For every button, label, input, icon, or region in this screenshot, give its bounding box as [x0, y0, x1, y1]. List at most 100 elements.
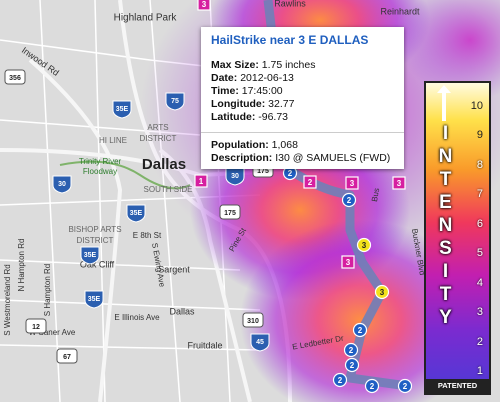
map-label: Reinhardt	[380, 6, 420, 16]
popup-row: Time: 17:45:00	[211, 85, 394, 98]
popup-row: Population: 1,068	[211, 139, 394, 152]
shield-label: 12	[32, 324, 40, 331]
route-shield: 310	[242, 312, 264, 328]
map-label: Trinity River	[79, 157, 122, 166]
marker-label: 3	[202, 0, 207, 9]
map-label: Inwood Rd	[20, 45, 61, 78]
hail-marker[interactable]: 2	[303, 175, 317, 189]
marker-label: 2	[370, 382, 375, 391]
field-label: Longitude:	[211, 98, 266, 110]
route-shield: 45	[250, 333, 270, 352]
marker-label: 3	[346, 258, 351, 267]
marker-shape	[345, 176, 359, 190]
route-shield: 30	[225, 167, 245, 186]
shield-shape	[126, 204, 146, 223]
legend-level: 7	[476, 188, 483, 200]
popup-row: Latitude: -96.73	[211, 111, 394, 124]
popup-row: Date: 2012-06-13	[211, 72, 394, 85]
legend-level: 10	[470, 99, 483, 112]
map-label: Fruitdale	[187, 340, 222, 350]
legend-word: INTENSITY	[435, 123, 456, 330]
map-label: Dallas	[142, 156, 186, 173]
field-value: 1.75 inches	[261, 59, 316, 71]
marker-label: 3	[350, 179, 355, 188]
route-shield: 35E	[112, 100, 132, 119]
marker-shape	[374, 284, 390, 300]
shield-shape	[219, 204, 241, 220]
route-shield: 175	[219, 204, 241, 220]
route-shield: 30	[52, 175, 72, 194]
shield-label: 45	[256, 339, 264, 346]
map-label: Oak Cliff	[80, 259, 115, 269]
legend-level: 3	[476, 306, 483, 318]
hail-marker[interactable]: 3	[392, 176, 406, 190]
hail-marker[interactable]: 2	[332, 372, 348, 388]
field-label: Date:	[211, 72, 238, 84]
map-label: DISTRICT	[77, 236, 114, 245]
route-shield: 356	[4, 69, 26, 85]
field-label: Time:	[211, 85, 239, 97]
shield-shape	[165, 92, 185, 111]
marker-label: 2	[347, 196, 352, 205]
hail-marker[interactable]: 2	[364, 378, 380, 394]
shield-label: 30	[231, 173, 239, 180]
hail-marker[interactable]: 3	[197, 0, 211, 11]
route-shield: 35E	[84, 290, 104, 309]
marker-label: 2	[350, 361, 355, 370]
marker-shape	[352, 322, 368, 338]
hail-marker[interactable]: 3	[345, 176, 359, 190]
field-label: Description:	[211, 152, 273, 164]
shield-label: 175	[224, 210, 236, 217]
legend-level: 9	[476, 129, 483, 141]
field-value: -96.73	[258, 111, 289, 123]
field-value: 2012-06-13	[240, 72, 294, 84]
route-shield: 35E	[80, 246, 100, 265]
intensity-legend: INTENSITY PATENTED 1 2 3 4 5 6 7 8 9 10	[424, 81, 491, 395]
legend-badge: PATENTED	[426, 379, 489, 393]
shield-label: 310	[247, 318, 259, 325]
hail-marker[interactable]: 2	[341, 192, 357, 208]
info-popup: HailStrike near 3 E DALLAS Max Size: 1.7…	[201, 27, 404, 169]
legend-level: 8	[476, 158, 483, 171]
route-shield: 12	[25, 318, 47, 334]
hail-marker[interactable]: 2	[343, 342, 359, 358]
shield-label: 75	[171, 98, 179, 105]
legend-level: 1	[476, 365, 483, 377]
marker-shape	[364, 378, 380, 394]
marker-label: 3	[397, 179, 402, 188]
shield-label: 35E	[84, 252, 97, 259]
map-label: Dallas	[169, 306, 195, 316]
shield-label: 35E	[116, 106, 129, 113]
route-shield: 75	[165, 92, 185, 111]
hail-marker[interactable]: 2	[397, 378, 413, 394]
marker-label: 2	[403, 382, 408, 391]
arrow	[437, 85, 451, 121]
map-label: HI LINE	[99, 136, 127, 145]
hail-marker[interactable]: 3	[374, 284, 390, 300]
marker-shape	[344, 357, 360, 373]
hail-marker[interactable]: 3	[356, 237, 372, 253]
shield-shape	[4, 69, 26, 85]
map-label: DISTRICT	[140, 134, 177, 143]
shield-shape	[56, 348, 78, 364]
hail-marker[interactable]: 3	[341, 255, 355, 269]
marker-label: 2	[338, 376, 343, 385]
popup-row: Longitude: 32.77	[211, 98, 394, 111]
field-value: 1,068	[271, 139, 298, 151]
route-shield: 67	[56, 348, 78, 364]
field-label: Population:	[211, 139, 269, 151]
hail-marker[interactable]: 2	[344, 357, 360, 373]
marker-label: 2	[288, 169, 293, 178]
map-label: ARTS	[147, 123, 168, 132]
hail-marker[interactable]: 2	[352, 322, 368, 338]
marker-label: 2	[349, 346, 354, 355]
hail-marker[interactable]: 1	[194, 174, 208, 188]
marker-label: 3	[362, 241, 367, 250]
map-label: N Hampton Rd	[17, 239, 26, 292]
field-value: 32.77	[268, 98, 295, 110]
shield-label: 30	[58, 181, 66, 188]
map-label: Sargent	[158, 264, 190, 274]
marker-shape	[332, 372, 348, 388]
divider	[201, 132, 404, 133]
shield-label: 35E	[88, 296, 101, 303]
